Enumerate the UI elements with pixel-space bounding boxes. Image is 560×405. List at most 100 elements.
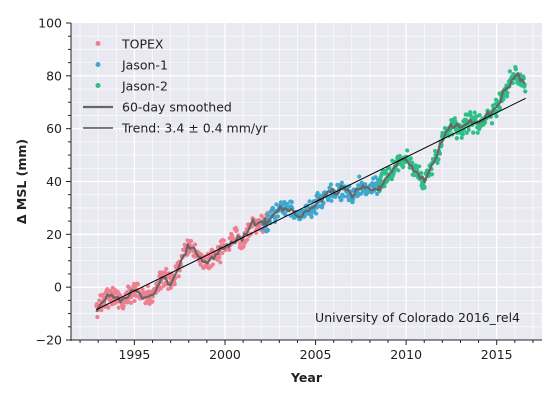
point-jason-1 bbox=[289, 199, 294, 205]
point-jason-2 bbox=[468, 110, 473, 115]
point-jason-2 bbox=[452, 116, 457, 121]
point-topex bbox=[121, 303, 126, 309]
trend-line-layer bbox=[96, 97, 526, 311]
point-jason-1 bbox=[315, 190, 320, 196]
point-jason-1 bbox=[339, 180, 344, 185]
point-jason-1 bbox=[357, 174, 362, 179]
point-topex bbox=[210, 262, 216, 267]
point-topex bbox=[168, 285, 173, 290]
point-jason-1 bbox=[373, 175, 378, 180]
point-topex bbox=[106, 305, 111, 310]
point-jason-2 bbox=[489, 121, 495, 126]
point-jason-2 bbox=[405, 148, 410, 153]
point-jason-2 bbox=[505, 90, 510, 96]
x-tick-label: 2015 bbox=[481, 347, 513, 362]
point-jason-1 bbox=[363, 182, 368, 187]
y-axis-title: Δ MSL (mm) bbox=[14, 139, 29, 224]
point-topex bbox=[135, 282, 141, 287]
point-jason-2 bbox=[453, 119, 458, 124]
y-tick-label: 60 bbox=[46, 121, 62, 136]
point-topex bbox=[116, 305, 121, 310]
point-jason-2 bbox=[401, 164, 406, 169]
point-topex bbox=[176, 274, 181, 279]
point-jason-2 bbox=[417, 164, 422, 169]
point-jason-2 bbox=[466, 127, 471, 133]
point-jason-2 bbox=[460, 132, 465, 137]
point-jason-1 bbox=[275, 214, 281, 219]
point-topex bbox=[217, 255, 222, 260]
point-topex bbox=[234, 227, 239, 233]
point-jason-2 bbox=[477, 113, 482, 118]
point-jason-1 bbox=[313, 211, 319, 216]
point-jason-1 bbox=[339, 197, 344, 202]
point-jason-1 bbox=[307, 199, 312, 204]
legend-label: TOPEX bbox=[121, 37, 164, 52]
axes: −20 0 20 40 60 80 100 1995 2000 2005 2010 2015 bbox=[36, 16, 542, 362]
point-jason-1 bbox=[309, 214, 314, 219]
legend-label: 60-day smoothed bbox=[122, 100, 232, 115]
y-tick-label: 80 bbox=[46, 68, 62, 83]
point-jason-2 bbox=[472, 110, 477, 115]
legend-label: Jason-2 bbox=[121, 79, 168, 94]
point-topex bbox=[230, 233, 235, 238]
point-topex bbox=[192, 242, 198, 247]
credit-label: University of Colorado 2016_rel4 bbox=[315, 310, 520, 325]
point-jason-2 bbox=[471, 130, 476, 135]
point-topex bbox=[198, 262, 203, 267]
point-topex bbox=[140, 287, 145, 292]
y-tick-label: 100 bbox=[38, 16, 62, 31]
point-jason-2 bbox=[475, 130, 480, 135]
point-jason-1 bbox=[341, 194, 346, 199]
point-jason-1 bbox=[374, 191, 380, 196]
point-topex bbox=[227, 247, 232, 252]
point-jason-1 bbox=[312, 208, 317, 213]
point-topex bbox=[150, 299, 155, 304]
point-topex bbox=[164, 266, 169, 272]
x-tick-label: 2010 bbox=[390, 347, 422, 362]
point-topex bbox=[99, 308, 104, 313]
point-jason-2 bbox=[504, 94, 510, 99]
point-jason-2 bbox=[408, 156, 413, 161]
point-topex bbox=[238, 241, 243, 246]
legend-marker bbox=[95, 62, 101, 67]
point-jason-2 bbox=[497, 106, 503, 111]
x-tick-label: 2000 bbox=[209, 347, 241, 362]
point-topex bbox=[172, 282, 177, 287]
legend-marker bbox=[95, 41, 101, 46]
legend-marker bbox=[95, 83, 101, 88]
point-topex bbox=[95, 314, 100, 320]
point-jason-2 bbox=[459, 135, 464, 140]
y-tick-label: 20 bbox=[46, 227, 62, 242]
point-jason-1 bbox=[328, 182, 334, 187]
y-tick-label: 40 bbox=[46, 174, 62, 189]
point-jason-2 bbox=[429, 172, 435, 177]
legend-label: Jason-1 bbox=[121, 58, 168, 73]
legend-label: Trend: 3.4 ± 0.4 mm/yr bbox=[121, 121, 269, 136]
point-jason-2 bbox=[435, 160, 440, 165]
x-axis-title: Year bbox=[290, 370, 323, 385]
legend: TOPEX Jason-1 Jason-2 60-day smoothed Trend:… bbox=[83, 37, 269, 136]
point-jason-2 bbox=[378, 177, 383, 182]
point-jason-1 bbox=[350, 199, 355, 204]
point-topex bbox=[158, 286, 163, 291]
point-jason-1 bbox=[266, 213, 271, 218]
point-jason-2 bbox=[513, 67, 518, 72]
point-topex bbox=[127, 286, 132, 291]
point-topex bbox=[188, 238, 194, 244]
x-tick-label: 1995 bbox=[118, 347, 150, 362]
y-tick-label: −20 bbox=[36, 333, 62, 348]
point-jason-1 bbox=[329, 198, 334, 203]
point-topex bbox=[132, 298, 137, 304]
point-jason-2 bbox=[507, 69, 512, 74]
point-jason-2 bbox=[523, 89, 528, 94]
point-topex bbox=[259, 213, 264, 218]
point-jason-2 bbox=[389, 177, 394, 182]
y-tick-label: 0 bbox=[54, 280, 62, 295]
point-topex bbox=[112, 287, 117, 292]
point-jason-2 bbox=[387, 165, 392, 171]
point-jason-2 bbox=[396, 168, 401, 173]
point-topex bbox=[218, 260, 223, 265]
x-tick-label: 2005 bbox=[300, 347, 332, 362]
